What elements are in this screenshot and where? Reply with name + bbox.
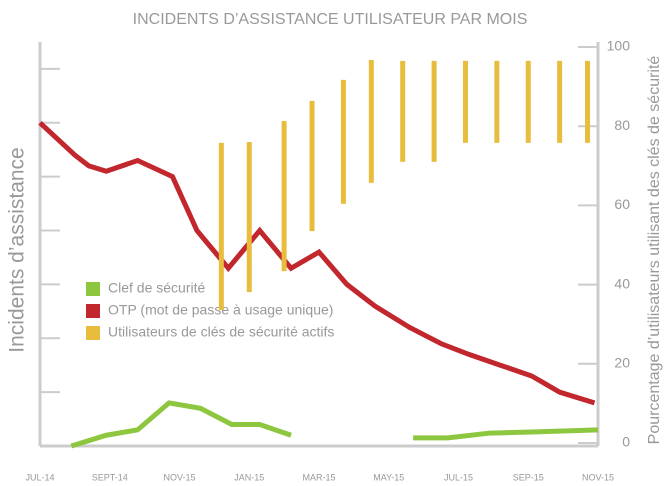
x-tick-label: NOV-15	[163, 472, 195, 482]
x-tick-label: MAR-15	[302, 472, 335, 482]
y2-tick-label: 0	[622, 434, 630, 450]
range-bar	[400, 60, 406, 162]
y2-tick-label: 40	[614, 275, 630, 291]
line-series	[38, 120, 596, 406]
legend-label: Utilisateurs de clés de sécurité actifs	[108, 324, 334, 340]
range-bar	[309, 100, 315, 232]
range-bar	[557, 60, 563, 143]
range-bar	[368, 60, 374, 183]
range-bar	[431, 60, 437, 162]
y2-tick-label: 20	[614, 355, 630, 371]
x-tick-label: JUL-15	[444, 472, 473, 482]
legend-swatch	[86, 304, 100, 318]
range-bar	[462, 60, 468, 143]
range-bar	[525, 60, 531, 143]
range-bar	[246, 142, 252, 293]
y2-tick-label: 80	[614, 117, 630, 133]
chart-title: INCIDENTS D’ASSISTANCE UTILISATEUR PAR M…	[133, 11, 528, 28]
y2-tick-label: 60	[614, 196, 630, 212]
line-series	[70, 400, 599, 449]
legend-swatch	[86, 282, 100, 296]
range-bar	[585, 60, 591, 143]
y2-axis-label: Pourcentage d’utilisateurs utilisant des…	[646, 56, 663, 445]
x-tick-label: SEPT-14	[92, 472, 128, 482]
range-bar	[494, 60, 500, 143]
range-bar	[281, 121, 287, 272]
legend-swatch	[86, 326, 100, 340]
x-tick-label: MAY-15	[373, 472, 404, 482]
range-bar	[340, 79, 346, 204]
x-tick-label: NOV-15	[582, 472, 614, 482]
legend-label: Clef de sécurité	[108, 280, 205, 296]
x-tick-label: JUL-14	[25, 472, 54, 482]
y2-tick-label: 100	[607, 38, 631, 54]
range-bar	[218, 142, 224, 310]
x-tick-label: JAN-15	[234, 472, 264, 482]
x-tick-label: SEP-15	[513, 472, 544, 482]
y-axis-label: Incidents d’assistance	[6, 147, 29, 352]
